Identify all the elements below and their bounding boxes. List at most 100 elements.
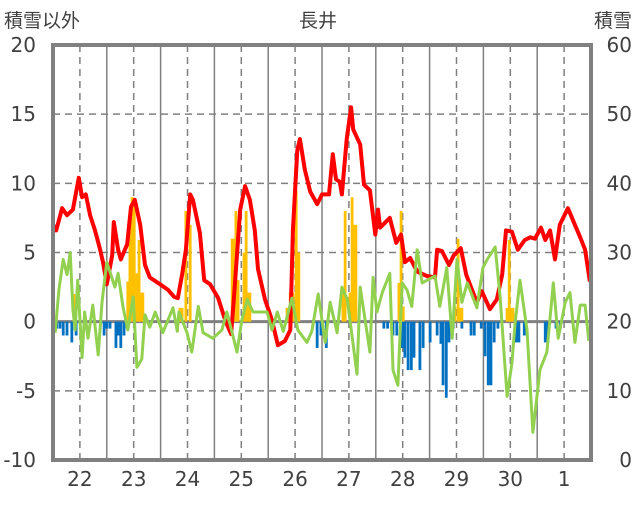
- orange-bar: [505, 307, 509, 322]
- orange-bar: [507, 240, 511, 322]
- orange-bar: [348, 292, 352, 322]
- blue-bar: [65, 321, 69, 336]
- orange-bar: [188, 224, 192, 322]
- blue-bar: [439, 321, 443, 344]
- orange-bar: [132, 204, 136, 322]
- blue-bar: [483, 321, 487, 357]
- blue-bar: [319, 321, 323, 336]
- blue-bar: [421, 321, 425, 348]
- orange-bar: [460, 307, 464, 322]
- blue-bar: [460, 321, 464, 329]
- blue-bar: [122, 321, 126, 336]
- blue-bar: [444, 321, 448, 398]
- blue-bar: [400, 321, 404, 348]
- orange-bar: [236, 280, 240, 322]
- left-tick-label: 20: [11, 33, 36, 57]
- blue-bar: [479, 321, 483, 329]
- green-line: [53, 245, 591, 434]
- blue-bar: [403, 321, 407, 358]
- blue-bar: [395, 321, 399, 336]
- orange-bar: [350, 197, 354, 322]
- orange-bar: [458, 307, 462, 322]
- orange-bar: [343, 211, 347, 322]
- orange-bar: [230, 238, 234, 322]
- x-tick-label: 26: [282, 467, 307, 491]
- left-tick-label: 5: [23, 241, 36, 265]
- blue-bar: [543, 321, 547, 343]
- blue-bar: [116, 321, 120, 336]
- blue-bar: [412, 321, 416, 358]
- left-tick-label: 10: [11, 171, 36, 195]
- left-axis-label: 積雪以外: [4, 10, 80, 32]
- orange-bar: [244, 211, 248, 322]
- right-tick-label: 30: [607, 241, 632, 265]
- orange-bar: [341, 292, 345, 322]
- orange-bar: [141, 292, 145, 322]
- blue-bar: [428, 321, 432, 343]
- blue-bar: [119, 321, 123, 348]
- left-tick-label: -5: [16, 379, 36, 403]
- orange-bar: [135, 273, 139, 322]
- x-tick-label: 27: [336, 467, 361, 491]
- right-tick-label: 50: [607, 102, 632, 126]
- blue-bar: [418, 321, 422, 371]
- blue-bar: [469, 321, 473, 336]
- blue-bar: [108, 321, 112, 329]
- x-tick-label: 30: [498, 467, 523, 491]
- orange-bar: [242, 252, 246, 322]
- right-tick-label: 60: [607, 33, 632, 57]
- right-tick-label: 40: [607, 171, 632, 195]
- left-tick-label: 15: [11, 102, 36, 126]
- x-tick-label: 24: [175, 467, 200, 491]
- red-line: [51, 105, 592, 348]
- orange-bar: [126, 281, 130, 322]
- orange-bar: [297, 252, 301, 322]
- orange-bar: [139, 292, 143, 322]
- blue-bar: [489, 321, 493, 386]
- blue-bar: [386, 321, 390, 329]
- orange-bar: [352, 224, 356, 322]
- blue-bar: [435, 321, 439, 336]
- blue-bar: [517, 321, 521, 343]
- blue-bar: [58, 321, 62, 329]
- left-tick-label: 0: [23, 310, 36, 334]
- x-tick-label: 25: [229, 467, 254, 491]
- orange-bar: [401, 306, 405, 322]
- blue-bar: [486, 321, 490, 386]
- orange-bar: [184, 211, 188, 322]
- blue-bar: [114, 321, 118, 348]
- blue-bar: [406, 321, 410, 371]
- orange-bar: [128, 211, 132, 322]
- blue-bar: [522, 321, 526, 336]
- blue-bar: [441, 321, 445, 386]
- right-axis-label: 積雪: [594, 10, 632, 32]
- orange-bar: [399, 211, 403, 322]
- orange-bar: [397, 282, 401, 322]
- right-tick-label: 0: [619, 448, 632, 472]
- orange-bar: [180, 307, 184, 322]
- blue-bar: [102, 321, 106, 336]
- blue-bar: [382, 321, 386, 329]
- chart-title: 長井: [299, 10, 337, 32]
- orange-bar: [294, 190, 298, 322]
- orange-bar: [130, 197, 134, 322]
- blue-bar: [447, 321, 451, 343]
- left-tick-label: -10: [3, 448, 36, 472]
- blue-bar: [409, 321, 413, 371]
- orange-bar: [246, 292, 250, 322]
- x-tick-label: 28: [390, 467, 415, 491]
- orange-bar: [137, 240, 141, 322]
- blue-bar: [315, 321, 319, 348]
- x-tick-label: 29: [444, 467, 469, 491]
- blue-bar: [61, 321, 65, 336]
- blue-bar: [105, 321, 109, 329]
- plot-area-border: [51, 43, 593, 462]
- blue-bar: [472, 321, 476, 336]
- orange-bar: [511, 307, 515, 322]
- right-tick-label: 20: [607, 310, 632, 334]
- x-tick-label: 1: [558, 467, 571, 491]
- blue-bar: [514, 321, 518, 343]
- blue-bar: [492, 321, 496, 343]
